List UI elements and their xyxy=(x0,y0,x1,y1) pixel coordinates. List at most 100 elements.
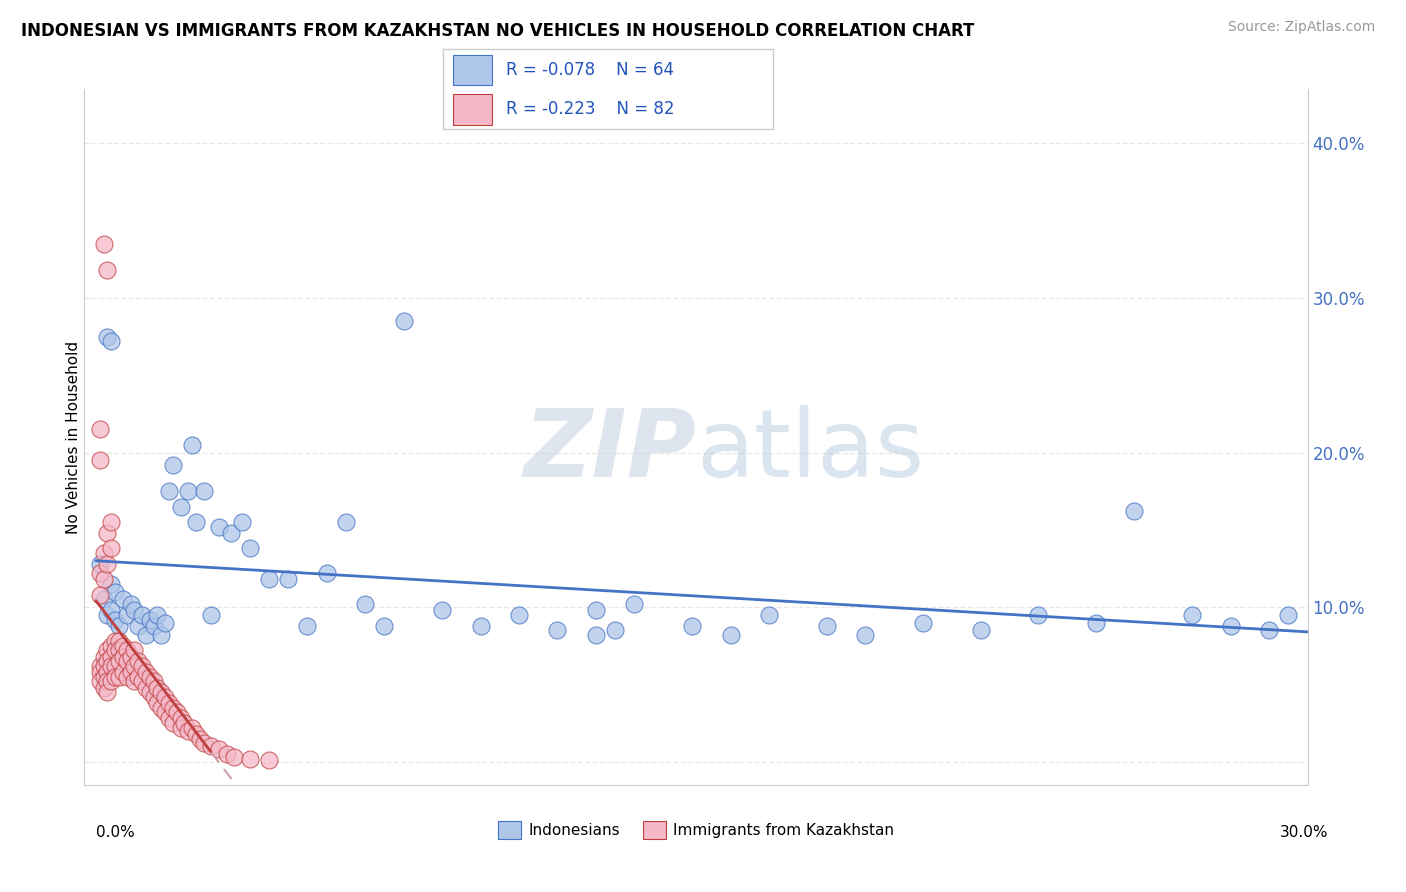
Point xyxy=(430,603,453,617)
Point xyxy=(508,607,530,622)
Point xyxy=(173,716,195,731)
Point xyxy=(96,607,118,622)
Point xyxy=(169,721,191,735)
Point xyxy=(100,577,122,591)
Point xyxy=(142,674,165,689)
Point xyxy=(115,670,138,684)
Point xyxy=(131,674,153,689)
Point xyxy=(257,753,280,767)
Point xyxy=(153,615,176,630)
Point xyxy=(224,750,246,764)
Point xyxy=(100,639,122,653)
Point xyxy=(1181,607,1204,622)
Point xyxy=(1085,615,1108,630)
Legend: Indonesians, Immigrants from Kazakhstan: Indonesians, Immigrants from Kazakhstan xyxy=(491,813,901,847)
Point xyxy=(100,603,122,617)
Point xyxy=(142,618,165,632)
Point xyxy=(181,721,204,735)
Text: INDONESIAN VS IMMIGRANTS FROM KAZAKHSTAN NO VEHICLES IN HOUSEHOLD CORRELATION CH: INDONESIAN VS IMMIGRANTS FROM KAZAKHSTAN… xyxy=(21,22,974,40)
Point xyxy=(108,634,131,648)
Point xyxy=(146,696,169,710)
Point xyxy=(184,727,207,741)
Point xyxy=(96,329,118,343)
Point xyxy=(181,438,204,452)
Point xyxy=(93,546,115,560)
Point xyxy=(139,670,162,684)
Point xyxy=(96,557,118,571)
Point xyxy=(150,628,173,642)
Point xyxy=(127,654,149,668)
Point xyxy=(104,643,127,657)
Point xyxy=(108,618,131,632)
Point xyxy=(100,515,122,529)
Point xyxy=(120,649,142,664)
Point xyxy=(93,649,115,664)
Point xyxy=(200,739,222,754)
Point xyxy=(89,588,111,602)
Point xyxy=(188,731,211,746)
Point xyxy=(104,584,127,599)
Point xyxy=(96,654,118,668)
Point xyxy=(219,525,242,540)
Point xyxy=(104,613,127,627)
Bar xyxy=(453,54,492,86)
Point xyxy=(100,674,122,689)
Point xyxy=(93,659,115,673)
Point xyxy=(239,752,262,766)
Point xyxy=(1277,607,1299,622)
Point xyxy=(585,603,607,617)
Point xyxy=(124,643,146,657)
Point xyxy=(104,634,127,648)
Point xyxy=(89,453,111,467)
Point xyxy=(93,236,115,251)
Point xyxy=(162,700,184,714)
Point xyxy=(193,736,215,750)
Point xyxy=(297,618,319,632)
Point xyxy=(127,670,149,684)
Point xyxy=(96,263,118,277)
Point xyxy=(720,628,742,642)
Point xyxy=(335,515,357,529)
Point xyxy=(162,458,184,472)
Point xyxy=(93,592,115,607)
Point xyxy=(605,624,627,638)
Point xyxy=(169,500,191,514)
Point xyxy=(139,613,162,627)
Point xyxy=(124,603,146,617)
Text: ZIP: ZIP xyxy=(523,405,696,497)
Point xyxy=(177,723,200,738)
Text: 0.0%: 0.0% xyxy=(96,825,135,840)
Point xyxy=(131,659,153,673)
Point xyxy=(108,654,131,668)
Point xyxy=(153,690,176,704)
Point xyxy=(89,422,111,436)
Point xyxy=(93,572,115,586)
Point xyxy=(257,572,280,586)
Point xyxy=(131,607,153,622)
Point xyxy=(104,659,127,673)
Point xyxy=(231,515,253,529)
Point xyxy=(157,484,180,499)
Point xyxy=(127,618,149,632)
Point xyxy=(96,643,118,657)
Point xyxy=(96,525,118,540)
Point xyxy=(115,643,138,657)
Point xyxy=(150,700,173,714)
Point xyxy=(177,484,200,499)
Point xyxy=(108,643,131,657)
Point xyxy=(354,597,377,611)
Point xyxy=(1026,607,1049,622)
Point xyxy=(100,541,122,556)
Point xyxy=(1219,618,1241,632)
Point xyxy=(124,674,146,689)
Point xyxy=(853,628,876,642)
Point xyxy=(111,665,134,679)
Point xyxy=(146,607,169,622)
Point xyxy=(153,706,176,720)
Point xyxy=(100,659,122,673)
Point xyxy=(373,618,395,632)
Point xyxy=(93,681,115,695)
Point xyxy=(470,618,492,632)
Point xyxy=(111,639,134,653)
Bar xyxy=(453,94,492,125)
